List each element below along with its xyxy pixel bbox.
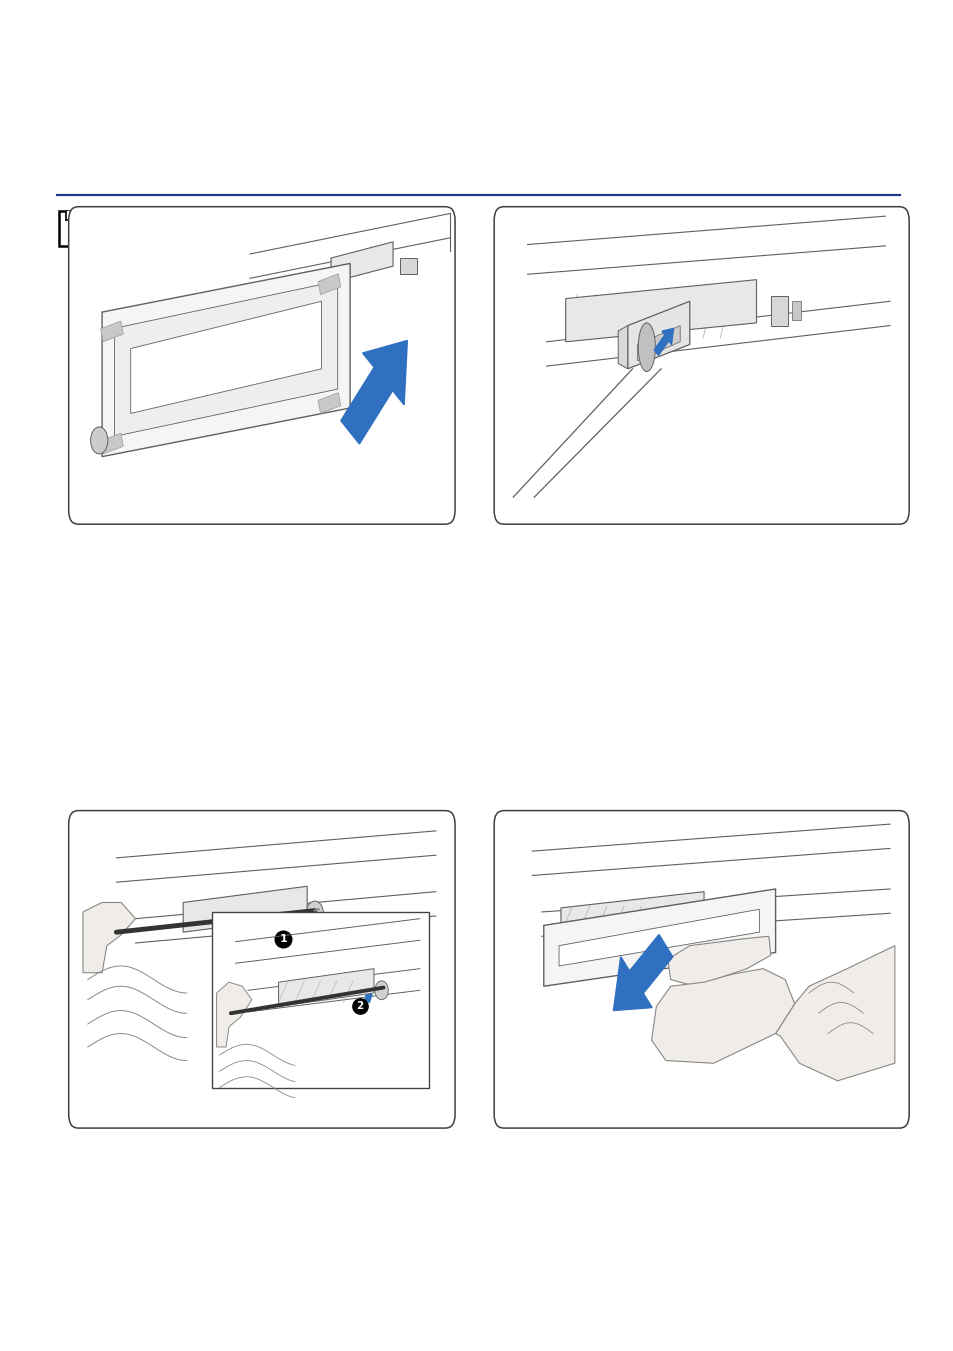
Text: 2: 2 <box>355 1001 363 1012</box>
Polygon shape <box>618 326 627 369</box>
Circle shape <box>306 901 323 925</box>
Polygon shape <box>565 280 756 342</box>
Bar <box>770 296 787 326</box>
Bar <box>317 393 340 413</box>
Polygon shape <box>775 946 894 1081</box>
Polygon shape <box>331 242 393 282</box>
Polygon shape <box>667 936 770 986</box>
FancyBboxPatch shape <box>69 207 455 524</box>
Bar <box>399 258 416 274</box>
Polygon shape <box>637 326 679 361</box>
Polygon shape <box>83 902 135 973</box>
FancyBboxPatch shape <box>69 811 455 1128</box>
Circle shape <box>375 981 388 1000</box>
Polygon shape <box>558 909 759 966</box>
Bar <box>59 211 91 246</box>
Bar <box>100 322 123 342</box>
FancyBboxPatch shape <box>494 207 908 524</box>
FancyArrow shape <box>613 935 672 1011</box>
FancyBboxPatch shape <box>494 811 908 1128</box>
Polygon shape <box>560 892 703 938</box>
Bar <box>100 434 123 454</box>
Bar <box>317 274 340 295</box>
Bar <box>711 905 726 924</box>
Polygon shape <box>278 969 374 1006</box>
Bar <box>791 301 801 320</box>
FancyArrow shape <box>361 994 372 1005</box>
FancyArrow shape <box>340 340 407 444</box>
Polygon shape <box>651 969 794 1063</box>
Text: 1: 1 <box>279 934 287 944</box>
Polygon shape <box>627 301 689 369</box>
Polygon shape <box>216 982 252 1047</box>
Ellipse shape <box>91 427 108 454</box>
Ellipse shape <box>638 323 655 372</box>
Polygon shape <box>183 886 307 932</box>
Bar <box>66 211 84 220</box>
FancyArrow shape <box>290 919 302 932</box>
FancyBboxPatch shape <box>212 912 429 1088</box>
Polygon shape <box>114 281 337 436</box>
Polygon shape <box>102 263 350 457</box>
Polygon shape <box>131 301 321 413</box>
FancyArrow shape <box>654 328 673 355</box>
Polygon shape <box>543 889 775 986</box>
